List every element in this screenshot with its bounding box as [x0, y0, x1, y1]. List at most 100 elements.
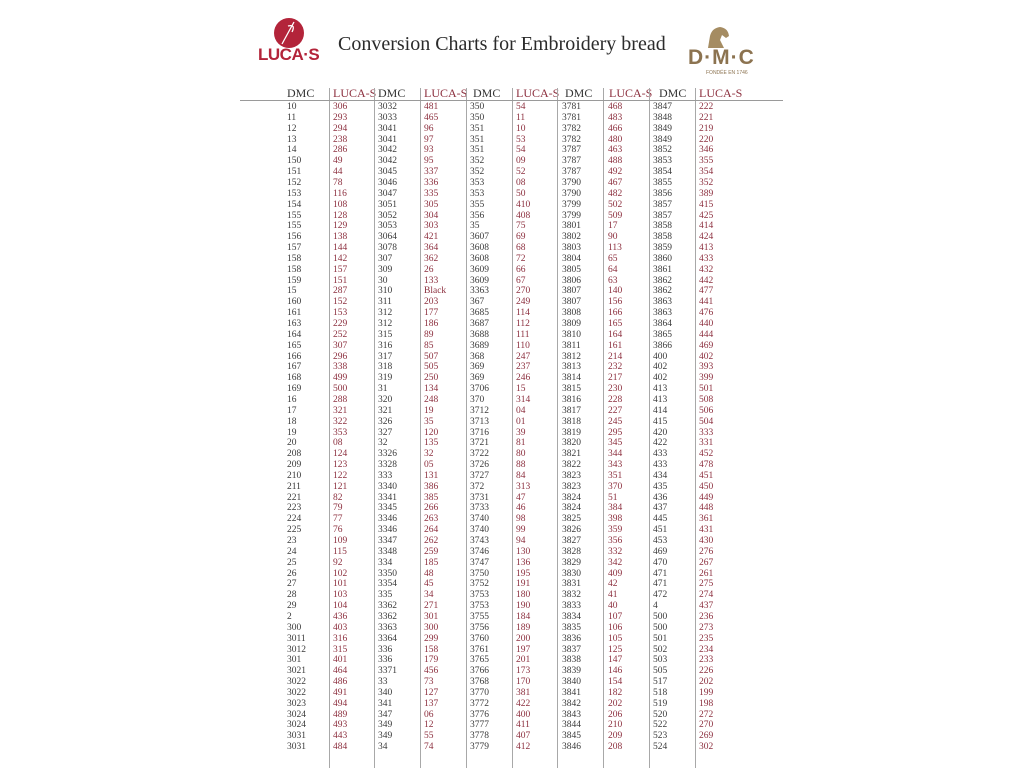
dmc-code-cell: 3045 [378, 167, 397, 178]
dmc-code-cell: 520 [653, 709, 668, 720]
dmc-code-cell: 321 [378, 405, 393, 416]
lucas-code-cell: 173 [516, 666, 531, 677]
dmc-code-cell: 161 [287, 308, 302, 319]
lucas-code-cell: 440 [699, 319, 714, 329]
dmc-code-cell: 3826 [562, 525, 581, 536]
lucas-code-cell: 450 [699, 481, 714, 492]
dmc-code-cell: 3053 [378, 221, 397, 232]
lucas-code-cell: 355 [699, 156, 714, 167]
lucas-code-cell: 128 [333, 210, 348, 221]
lucas-code-cell: 451 [699, 470, 714, 481]
lucas-code-cell: 164 [608, 329, 623, 340]
dmc-code-cell: 211 [287, 481, 301, 492]
lucas-code-cell: 127 [424, 687, 439, 698]
lucas-code-cell: 401 [333, 655, 348, 666]
dmc-code-cell: 3833 [562, 601, 581, 612]
lucas-code-cell: 186 [424, 319, 439, 329]
dmc-code-cell: 3340 [378, 481, 397, 492]
lucas-code-cell: 410 [516, 199, 531, 210]
dmc-code-cell: 3051 [378, 199, 397, 210]
dmc-code-cell: 3755 [470, 611, 489, 622]
dmc-code-cell: 3777 [470, 720, 489, 731]
dmc-code-cell: 3768 [470, 677, 489, 688]
lucas-code-cell: 80 [516, 449, 526, 460]
dmc-code-cell: 312 [378, 308, 393, 319]
dmc-code-cell: 3765 [470, 655, 489, 666]
dmc-code-cell: 3609 [470, 264, 489, 275]
lucas-code-cell: 137 [424, 698, 439, 709]
dmc-code-cell: 3750 [470, 568, 489, 579]
lucas-code-cell: 200 [516, 633, 531, 644]
dmc-code-cell: 3772 [470, 698, 489, 709]
lucas-code-cell: 304 [424, 210, 439, 221]
dmc-code-cell: 319 [378, 373, 393, 384]
lucas-code-cell: 158 [424, 644, 439, 655]
dmc-code-cell: 3347 [378, 536, 397, 546]
dmc-code-cell: 3346 [378, 514, 397, 525]
dmc-code-cell: 3041 [378, 134, 397, 145]
lucas-code-cell: 491 [333, 687, 348, 698]
dmc-code-cell: 12 [287, 123, 297, 134]
dmc-code-cell: 18 [287, 416, 297, 427]
lucas-code-cell: 321 [333, 405, 348, 416]
dmc-code-cell: 335 [378, 590, 393, 601]
lucas-code-cell: 408 [516, 210, 531, 221]
dmc-code-cell: 3362 [378, 601, 397, 612]
lucas-logo: LUCA·S [258, 14, 320, 70]
lucas-code-cell: 234 [699, 644, 714, 655]
dmc-code-cell: 400 [653, 351, 668, 362]
lucas-code-cell: 398 [608, 514, 623, 525]
lucas-code-cell: 433 [699, 253, 714, 264]
lucas-code-cell: 66 [516, 264, 526, 275]
dmc-code-cell: 522 [653, 720, 668, 731]
dmc-code-cell: 3023 [287, 698, 306, 709]
lucas-code-cell: 353 [333, 427, 348, 438]
dmc-code-cell: 3830 [562, 568, 581, 579]
lucas-code-cell: 95 [424, 156, 434, 167]
lucas-code-cell: 154 [608, 677, 623, 688]
lucas-code-cell: 97 [424, 134, 434, 145]
dmc-code-cell: 163 [287, 319, 302, 329]
dmc-code-cell: 3756 [470, 622, 489, 633]
dmc-code-cell: 3722 [470, 449, 489, 460]
dmc-code-cell: 3821 [562, 449, 581, 460]
dmc-code-cell: 3834 [562, 611, 581, 622]
lucas-code-cell: 478 [699, 460, 714, 471]
lucas-code-cell: 47 [516, 492, 526, 503]
dmc-code-cell: 336 [378, 644, 393, 655]
lucas-code-cell: 111 [516, 329, 530, 340]
lucas-code-cell: 500 [333, 384, 348, 395]
lucas-code-cell: 116 [333, 188, 347, 199]
dmc-code-cell: 3761 [470, 644, 489, 655]
lucas-code-cell: 10 [516, 123, 526, 134]
lucas-code-cell: 381 [516, 687, 531, 698]
dmc-code-cell: 501 [653, 633, 668, 644]
lucas-code-cell: 77 [333, 514, 343, 525]
dmc-code-cell: 33 [378, 677, 388, 688]
lucas-code-cell: 482 [608, 188, 623, 199]
dmc-code-cell: 518 [653, 687, 668, 698]
dmc-code-cell: 3787 [562, 156, 581, 167]
lucas-code-cell: 209 [608, 731, 623, 742]
dmc-code-cell: 3818 [562, 416, 581, 427]
lucas-code-cell: 488 [608, 156, 623, 167]
lucas-code-cell: 103 [333, 590, 348, 601]
header-dmc: DMC [565, 86, 593, 100]
dmc-code-cell: 3803 [562, 243, 581, 254]
dmc-code-cell: 3781 [562, 102, 581, 112]
lucas-code-cell: 452 [699, 449, 714, 460]
dmc-code-cell: 3713 [470, 416, 489, 427]
dmc-code-cell: 30 [378, 275, 388, 286]
dmc-code-cell: 3820 [562, 438, 581, 449]
lucas-code-cell: 76 [333, 525, 343, 536]
dmc-code-cell: 3825 [562, 514, 581, 525]
header-dmc: DMC [473, 86, 501, 100]
dmc-code-cell: 3856 [653, 188, 672, 199]
dmc-code-cell: 27 [287, 579, 297, 590]
lucas-code-cell: 362 [424, 253, 439, 264]
dmc-code-cell: 3801 [562, 221, 581, 232]
lucas-code-cell: 64 [608, 264, 618, 275]
lucas-code-cell: 313 [516, 481, 531, 492]
lucas-code-cell: 84 [516, 470, 526, 481]
lucas-code-cell: 271 [424, 601, 439, 612]
